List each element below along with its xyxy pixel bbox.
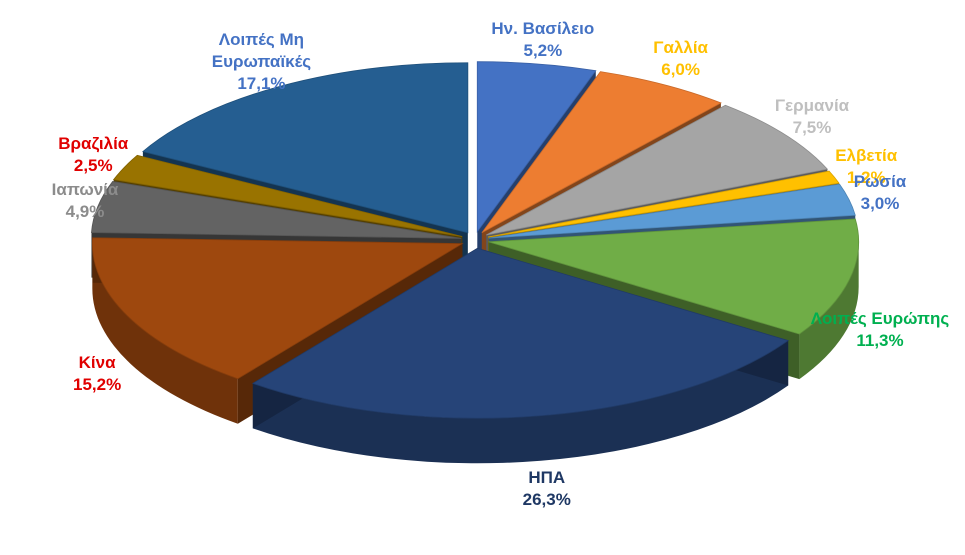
category-label: Κίνα xyxy=(78,352,116,372)
value-label: 4,9% xyxy=(65,202,105,222)
slice-side xyxy=(92,243,238,424)
slice-side xyxy=(799,241,859,380)
pie-slice xyxy=(91,237,464,380)
value-label: 5,2% xyxy=(523,41,563,60)
slice-label: Ελβετία 1,2% xyxy=(781,145,951,189)
slice-label: ΗΠΑ 26,3% xyxy=(462,467,632,511)
slice-label: Ην. Βασίλειο 5,2% xyxy=(458,18,628,62)
pie-slice xyxy=(251,247,790,419)
value-label: 2,5% xyxy=(73,156,113,176)
slice-side xyxy=(252,340,789,464)
pie-slice xyxy=(486,104,829,236)
slice-label: Λοιπές Μη Ευρωπαϊκές 17,1% xyxy=(176,29,346,95)
value-label: 17,1% xyxy=(237,73,286,93)
pie-slice xyxy=(488,183,856,239)
slice-label: Βραζιλία 2,5% xyxy=(8,133,178,177)
pie-slice xyxy=(142,62,469,234)
pie-slice xyxy=(91,181,462,239)
category-label: Λοιπές Μη Ευρωπαϊκές xyxy=(211,29,312,71)
slice-label: Γερμανία 7,5% xyxy=(727,95,897,139)
category-label: Ην. Βασίλειο xyxy=(491,19,595,38)
slice-label: Ιαπωνία 4,9% xyxy=(0,179,170,223)
category-label: Βραζιλία xyxy=(58,134,129,154)
slice-label: Γαλλία 6,0% xyxy=(596,37,766,81)
value-label: 7,5% xyxy=(792,118,832,138)
value-label: 15,2% xyxy=(72,374,122,394)
value-label: 11,3% xyxy=(856,331,904,351)
pie-slice xyxy=(481,71,722,234)
pie-slice xyxy=(488,170,840,238)
value-label: 6,0% xyxy=(661,60,700,80)
category-label: Ιαπωνία xyxy=(51,180,119,200)
category-label: Γαλλία xyxy=(653,38,708,58)
pie-slice xyxy=(476,61,597,233)
value-label: 3,0% xyxy=(860,193,900,213)
slice-label: Κίνα 15,2% xyxy=(12,352,182,396)
category-label: Ελβετία xyxy=(835,145,898,165)
slice-label: Λοιπές Ευρώπης 11,3% xyxy=(795,308,965,352)
slice-label: Ρωσία 3,0% xyxy=(795,171,965,215)
value-label: 26,3% xyxy=(522,490,571,510)
category-label: Ρωσία xyxy=(853,171,907,191)
pie-slice xyxy=(488,218,860,335)
category-label: Γερμανία xyxy=(774,96,850,116)
category-label: ΗΠΑ xyxy=(528,468,566,488)
category-label: Λοιπές Ευρώπης xyxy=(810,309,950,329)
pie-slice xyxy=(112,154,463,237)
value-label: 1,2% xyxy=(846,167,886,187)
